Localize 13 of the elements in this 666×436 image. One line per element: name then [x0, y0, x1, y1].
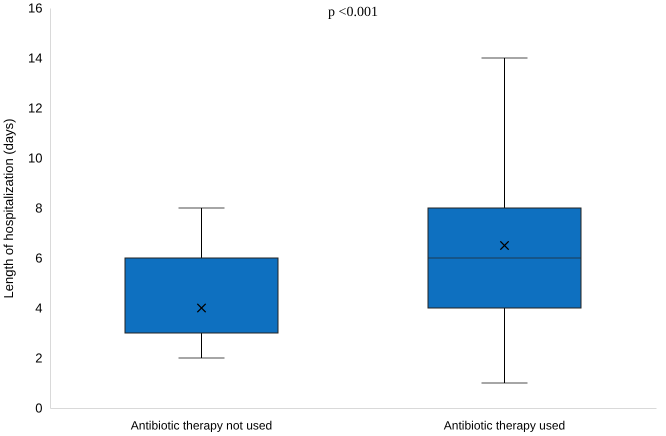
y-tick-label: 16 — [28, 0, 42, 16]
annotation: p <0.001 — [328, 5, 378, 20]
y-axis-title: Length of hospitalization (days) — [1, 118, 16, 298]
y-tick-label: 0 — [35, 400, 42, 416]
y-tick-label: 2 — [35, 350, 42, 366]
y-tick-label: 8 — [35, 200, 42, 216]
y-tick-label: 10 — [28, 150, 42, 166]
y-tick-label: 6 — [35, 250, 42, 266]
y-tick-label: 4 — [35, 300, 42, 316]
y-tick-label: 12 — [28, 100, 42, 116]
y-tick-label: 14 — [28, 50, 42, 66]
x-tick-label: Antibiotic therapy not used — [130, 418, 272, 432]
x-tick-label: Antibiotic therapy used — [444, 418, 566, 432]
